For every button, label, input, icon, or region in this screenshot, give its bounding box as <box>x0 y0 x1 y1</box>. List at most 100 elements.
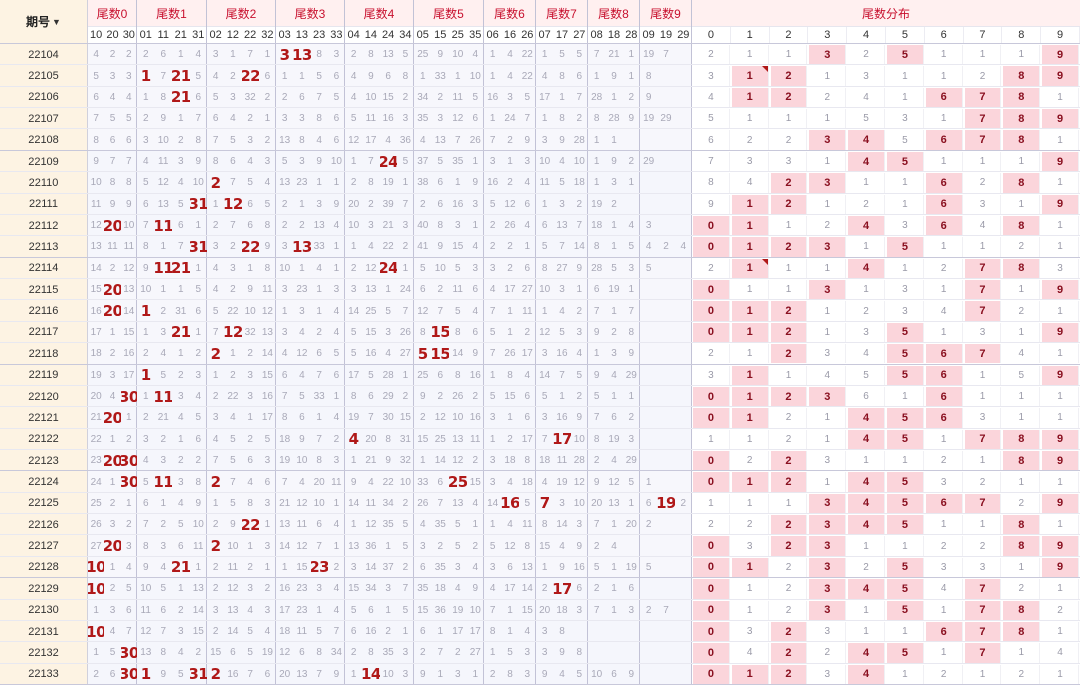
omission-value: 9 <box>559 561 565 573</box>
dist-hit-cell: 4 <box>848 579 885 599</box>
omission-value: 35 <box>382 519 394 531</box>
period-cell[interactable]: 22123 <box>0 449 88 472</box>
period-cell[interactable]: 22115 <box>0 279 88 301</box>
omission-value: 1 <box>160 497 167 509</box>
omission-value: 3 <box>281 241 288 253</box>
omission-value: 1 <box>264 519 271 531</box>
omission-value: 5 <box>368 369 374 381</box>
period-cell[interactable]: 22119 <box>0 364 88 386</box>
dist-hit-cell: 0 <box>693 621 730 642</box>
period-cell[interactable]: 22117 <box>0 321 88 344</box>
period-cell[interactable]: 22124 <box>0 471 88 493</box>
sub-header-8-0: 08 <box>588 27 606 44</box>
omission-value: 1 <box>109 326 116 338</box>
dist-omit-cell: 3 <box>887 280 924 300</box>
period-cell[interactable]: 22118 <box>0 343 88 365</box>
dist-hit-cell: 4 <box>848 472 885 492</box>
omission-value: 2 <box>142 113 149 125</box>
omission-value: 19 <box>348 412 360 424</box>
omission-value: 9 <box>247 284 253 296</box>
period-cell[interactable]: 22107 <box>0 108 88 130</box>
omission-value: 5 <box>333 348 340 360</box>
period-cell[interactable]: 22128 <box>0 556 88 579</box>
group-header-0[interactable]: 尾数0 <box>88 0 137 27</box>
omission-value: 1 <box>316 412 322 424</box>
period-cell[interactable]: 22108 <box>0 129 88 151</box>
period-cell[interactable]: 22116 <box>0 300 88 322</box>
dist-omit-cell: 1 <box>848 621 885 642</box>
dist-omit-cell: 1 <box>926 109 963 129</box>
dist-omit-cell: 8 <box>693 173 730 193</box>
omission-value: 1 <box>611 604 617 616</box>
dist-header[interactable]: 尾数分布 <box>692 0 1080 27</box>
omission-value: 4 <box>489 284 496 296</box>
omission-value: 1 <box>177 284 184 296</box>
omission-value: 7 <box>489 134 496 146</box>
period-cell[interactable]: 22106 <box>0 86 88 109</box>
omission-value: 19 <box>452 604 464 616</box>
omission-value: 30 <box>382 412 394 424</box>
omission-value: 6 <box>299 91 305 103</box>
period-cell[interactable]: 22126 <box>0 514 88 536</box>
omission-value: 8 <box>524 455 531 467</box>
period-cell[interactable]: 22110 <box>0 172 88 194</box>
hit-number: 20 <box>104 408 121 427</box>
period-cell[interactable]: 22122 <box>0 428 88 450</box>
dist-hit-cell: 7 <box>964 344 1002 364</box>
omission-value: 15 <box>192 626 204 638</box>
period-cell[interactable]: 22104 <box>0 44 88 66</box>
dist-omit-cell: 1 <box>1003 45 1041 65</box>
dist-omit-cell: 4 <box>732 643 769 663</box>
period-cell[interactable]: 22105 <box>0 65 88 87</box>
period-cell[interactable]: 22132 <box>0 642 88 664</box>
group-header-9[interactable]: 尾数9 <box>640 0 692 27</box>
row-divider <box>0 149 1080 151</box>
period-cell[interactable]: 22129 <box>0 578 88 600</box>
period-cell[interactable]: 22112 <box>0 214 88 237</box>
group-header-3[interactable]: 尾数3 <box>276 0 345 27</box>
omission-value: 13 <box>157 198 169 210</box>
period-cell[interactable]: 22125 <box>0 492 88 515</box>
omission-value: 5 <box>454 519 461 531</box>
period-cell[interactable]: 22121 <box>0 407 88 429</box>
sub-header-7-1: 17 <box>553 27 571 44</box>
period-cell[interactable]: 22127 <box>0 535 88 557</box>
hit-number: 21 <box>172 88 190 107</box>
dist-hit-cell: 1 <box>731 87 769 108</box>
omission-value: 3 <box>541 626 548 638</box>
group-header-1[interactable]: 尾数1 <box>137 0 207 27</box>
period-cell[interactable]: 22130 <box>0 599 88 621</box>
group-header-4[interactable]: 尾数4 <box>345 0 414 27</box>
period-cell[interactable]: 22109 <box>0 150 88 173</box>
dist-omit-cell: 1 <box>1042 472 1079 492</box>
omission-value: 5 <box>559 326 565 338</box>
period-cell[interactable]: 22114 <box>0 257 88 280</box>
omission-value: 1 <box>628 177 635 189</box>
omission-value: 2 <box>489 220 496 232</box>
omission-value: 1 <box>385 540 391 552</box>
omission-value: 9 <box>559 134 565 146</box>
dist-sub-header-0: 0 <box>692 27 731 44</box>
omission-value: 10 <box>244 305 256 317</box>
period-cell[interactable]: 22120 <box>0 385 88 408</box>
omission-value: 6 <box>212 113 219 125</box>
omission-value: 8 <box>316 455 322 467</box>
group-header-5[interactable]: 尾数5 <box>414 0 484 27</box>
omission-value: 3 <box>541 348 548 360</box>
omission-value: 17 <box>452 626 464 638</box>
group-header-2[interactable]: 尾数2 <box>207 0 276 27</box>
omission-value: 4 <box>264 626 271 638</box>
period-cell[interactable]: 22131 <box>0 620 88 643</box>
omission-value: 22 <box>521 70 533 82</box>
omission-value: 1 <box>212 198 219 210</box>
omission-value: 1 <box>109 476 116 488</box>
group-header-7[interactable]: 尾数7 <box>536 0 588 27</box>
period-header[interactable]: 期号 ▼ <box>0 0 88 44</box>
period-cell[interactable]: 22133 <box>0 663 88 685</box>
period-cell[interactable]: 22111 <box>0 193 88 215</box>
omission-value: 13 <box>279 519 291 531</box>
period-cell[interactable]: 22113 <box>0 236 88 258</box>
omission-value: 6 <box>576 70 583 82</box>
group-header-6[interactable]: 尾数6 <box>484 0 536 27</box>
group-header-8[interactable]: 尾数8 <box>588 0 640 27</box>
